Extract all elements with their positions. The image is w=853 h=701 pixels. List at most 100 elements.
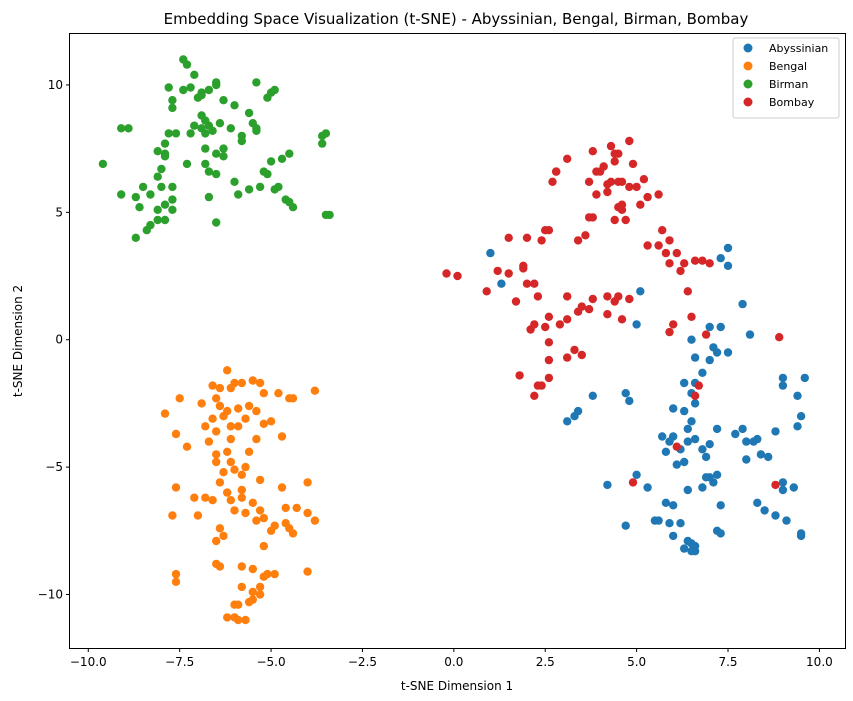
point-bombay-94	[694, 381, 703, 390]
point-bengal-22	[266, 417, 276, 426]
point-bombay-21	[617, 177, 627, 186]
point-bombay-44	[584, 213, 594, 222]
point-bengal-3	[237, 378, 246, 388]
y-tick-label-0: −10	[38, 587, 63, 601]
legend-label-bengal: Bengal	[769, 60, 807, 73]
point-abyssinian-73	[760, 506, 769, 515]
x-tick-label-4: 0.0	[444, 655, 463, 669]
series-birman	[98, 55, 334, 242]
point-abyssinian-17	[698, 368, 707, 377]
point-abyssinian-4	[716, 254, 725, 263]
point-abyssinian-80	[796, 531, 806, 541]
point-bombay-14	[563, 154, 572, 163]
point-bombay-69	[625, 294, 634, 304]
point-bombay-79	[526, 325, 535, 334]
point-bombay-25	[654, 190, 663, 199]
point-bombay-93	[687, 312, 696, 321]
point-bombay-81	[577, 350, 586, 360]
point-bengal-44	[230, 465, 239, 474]
point-bengal-76	[288, 529, 298, 538]
point-birman-65	[160, 215, 170, 225]
point-bombay-35	[643, 241, 652, 250]
point-bombay-77	[541, 322, 550, 332]
x-tick-label-2: −5.0	[256, 655, 285, 669]
point-abyssinian-10	[716, 322, 725, 332]
point-abyssinian-64	[683, 485, 692, 495]
point-bombay-17	[548, 177, 557, 186]
point-bengal-63	[171, 577, 181, 586]
point-birman-30	[197, 111, 206, 120]
point-abyssinian-59	[793, 422, 802, 431]
point-abyssinian-39	[680, 457, 689, 467]
point-bombay-65	[588, 294, 597, 304]
point-abyssinian-55	[778, 381, 788, 390]
point-bengal-86	[270, 569, 279, 579]
point-birman-77	[266, 157, 276, 166]
point-bengal-18	[274, 389, 283, 398]
point-bengal-24	[241, 414, 250, 423]
point-bengal-46	[215, 478, 225, 487]
point-bombay-31	[636, 200, 645, 209]
point-bengal-53	[255, 506, 265, 515]
point-birman-1	[182, 60, 192, 69]
point-bengal-50	[226, 496, 235, 505]
legend-marker-bombay	[743, 97, 753, 107]
point-bombay-84	[544, 355, 554, 365]
point-abyssinian-1	[497, 279, 506, 288]
point-bengal-96	[223, 613, 232, 622]
point-abyssinian-47	[742, 437, 751, 446]
point-abyssinian-8	[687, 335, 696, 344]
point-birman-40	[201, 159, 210, 169]
point-birman-84	[288, 203, 298, 212]
point-abyssinian-72	[753, 498, 762, 507]
point-birman-68	[131, 233, 140, 242]
point-bengal-91	[255, 590, 265, 599]
point-bombay-32	[658, 226, 667, 235]
point-bombay-20	[603, 187, 612, 197]
point-abyssinian-54	[778, 373, 788, 383]
point-bengal-39	[244, 447, 254, 456]
point-abyssinian-27	[563, 417, 572, 426]
point-bombay-46	[573, 236, 583, 245]
point-abyssinian-84	[676, 519, 685, 528]
x-tick-label-1: −7.5	[165, 655, 194, 669]
point-abyssinian-38	[661, 447, 671, 456]
point-bombay-37	[665, 259, 674, 268]
point-abyssinian-51	[756, 450, 766, 459]
point-bombay-0	[606, 141, 616, 151]
point-birman-13	[168, 103, 177, 113]
point-abyssinian-2	[636, 287, 645, 296]
point-birman-14	[219, 96, 228, 105]
point-bengal-32	[182, 442, 192, 451]
point-abyssinian-0	[486, 248, 495, 258]
point-birman-44	[160, 139, 170, 148]
point-bengal-80	[259, 541, 268, 551]
point-bengal-65	[303, 478, 312, 487]
point-bengal-98	[234, 615, 243, 625]
point-abyssinian-44	[705, 440, 714, 449]
point-birman-33	[186, 129, 195, 138]
point-bengal-54	[241, 508, 250, 518]
point-bombay-58	[530, 279, 539, 288]
point-bombay-1	[625, 136, 634, 146]
point-abyssinian-36	[665, 437, 674, 446]
point-bengal-37	[212, 457, 221, 467]
legend-marker-bengal	[743, 61, 753, 71]
point-bombay-7	[639, 175, 649, 184]
point-birman-53	[117, 190, 126, 199]
point-abyssinian-19	[680, 378, 689, 388]
x-tick-label-5: 2.5	[536, 655, 555, 669]
point-birman-32	[190, 121, 199, 130]
point-birman-79	[285, 149, 294, 158]
point-abyssinian-88	[669, 531, 678, 541]
point-bengal-4	[248, 376, 257, 385]
point-bombay-36	[661, 248, 671, 258]
legend: Abyssinian Bengal Birman Bombay	[732, 37, 840, 119]
point-bengal-87	[259, 572, 268, 581]
point-birman-12	[168, 96, 177, 105]
point-bengal-26	[226, 422, 235, 431]
point-bombay-96	[628, 478, 638, 487]
point-bombay-60	[482, 287, 491, 296]
point-abyssinian-85	[621, 521, 630, 530]
x-axis-label: t-SNE Dimension 1	[401, 679, 513, 693]
